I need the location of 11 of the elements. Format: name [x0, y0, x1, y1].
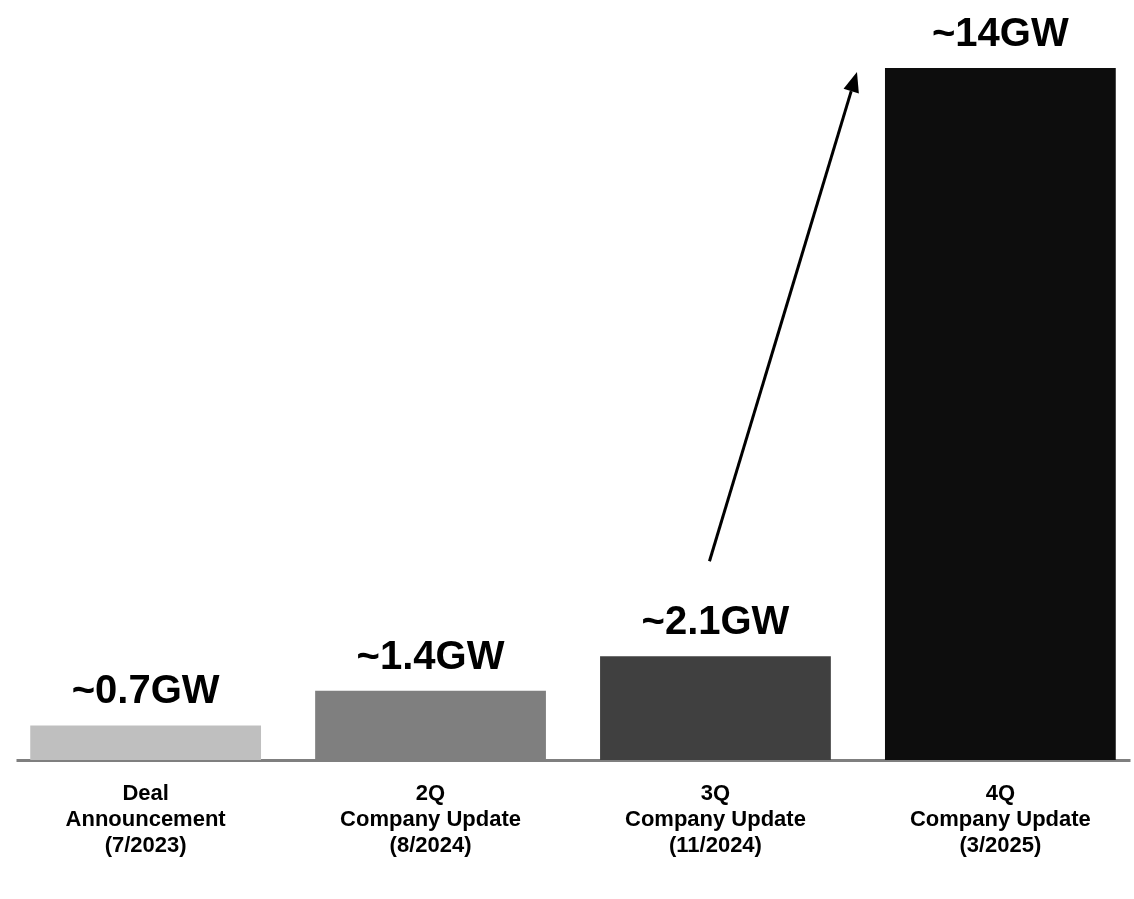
x-tick-label: 3Q Company Update (11/2024) [624, 779, 806, 857]
data-label: ~14GW [932, 10, 1069, 54]
bar [30, 725, 262, 760]
data-label: ~0.7GW [71, 667, 220, 712]
data-label: ~2.1GW [641, 598, 790, 643]
bar [884, 68, 1116, 760]
x-tick-label: Deal Announcement (7/2023) [65, 779, 227, 857]
data-label: ~1.4GW [356, 632, 505, 677]
x-tick-label: 2Q Company Update (8/2024) [340, 779, 522, 857]
x-tick-label: 4Q Company Update (3/2025) [909, 779, 1091, 857]
bar [600, 656, 831, 760]
